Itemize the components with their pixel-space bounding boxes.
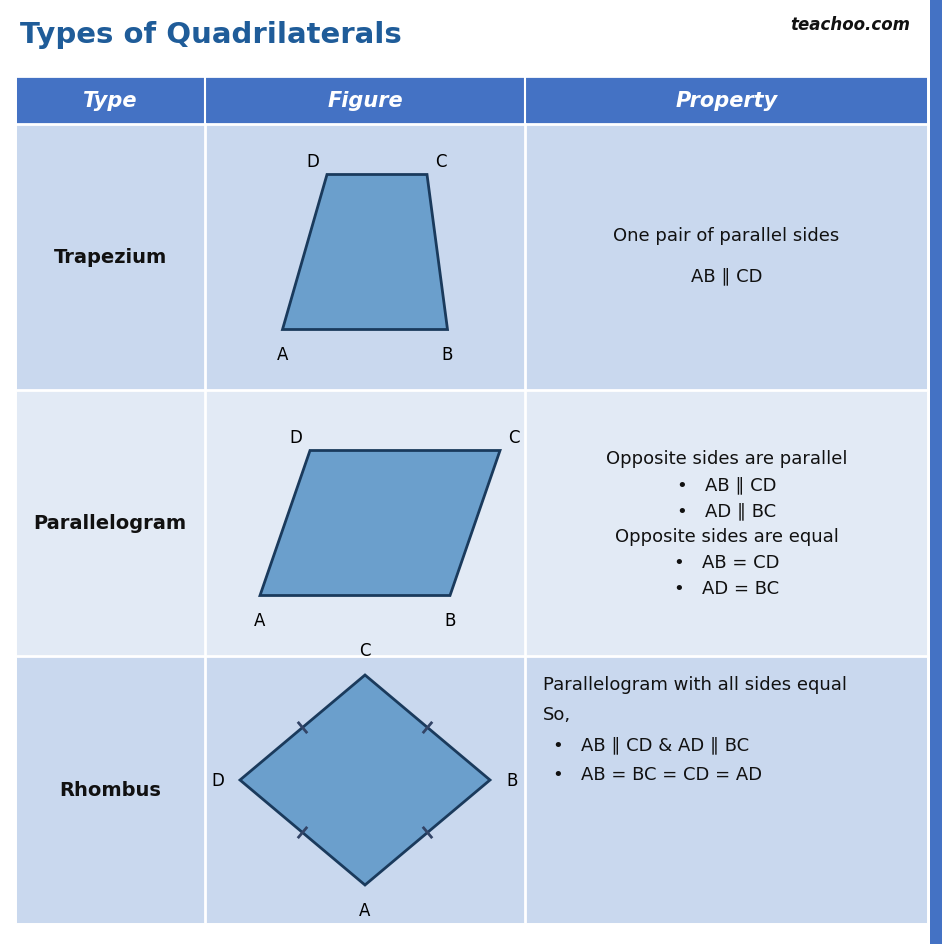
Text: Types of Quadrilaterals: Types of Quadrilaterals xyxy=(20,21,401,49)
Text: D: D xyxy=(211,771,224,789)
Bar xyxy=(15,76,927,924)
Text: C: C xyxy=(434,153,446,171)
Text: Figure: Figure xyxy=(327,91,402,110)
Text: A: A xyxy=(359,901,370,919)
Text: B: B xyxy=(442,346,453,364)
Bar xyxy=(15,125,927,391)
Text: teachoo.com: teachoo.com xyxy=(789,16,909,34)
Text: A: A xyxy=(254,612,265,630)
Text: B: B xyxy=(505,771,516,789)
Text: D: D xyxy=(306,153,319,171)
Text: Opposite sides are equal: Opposite sides are equal xyxy=(614,528,837,546)
Text: C: C xyxy=(508,429,519,447)
Text: Rhombus: Rhombus xyxy=(59,781,160,800)
Bar xyxy=(15,391,927,656)
Text: •   AB = CD: • AB = CD xyxy=(673,553,779,571)
Text: Opposite sides are parallel: Opposite sides are parallel xyxy=(605,449,847,467)
Text: One pair of parallel sides: One pair of parallel sides xyxy=(613,227,838,244)
Text: •   AB ∥ CD: • AB ∥ CD xyxy=(676,476,775,494)
Polygon shape xyxy=(240,675,490,885)
Text: •   AD ∥ BC: • AD ∥ BC xyxy=(676,501,775,519)
Text: So,: So, xyxy=(543,705,570,723)
Text: Parallelogram with all sides equal: Parallelogram with all sides equal xyxy=(543,675,846,693)
Text: •   AB ∥ CD & AD ∥ BC: • AB ∥ CD & AD ∥ BC xyxy=(552,735,749,753)
Text: Property: Property xyxy=(675,91,777,110)
Text: •   AB = BC = CD = AD: • AB = BC = CD = AD xyxy=(552,766,761,784)
Text: D: D xyxy=(289,429,302,447)
Polygon shape xyxy=(282,176,447,330)
Bar xyxy=(929,0,941,944)
Bar xyxy=(15,76,927,125)
Text: A: A xyxy=(277,346,288,364)
Text: Parallelogram: Parallelogram xyxy=(33,514,186,533)
Polygon shape xyxy=(260,451,499,596)
Text: •   AD = BC: • AD = BC xyxy=(673,580,778,598)
Bar xyxy=(15,656,927,924)
Text: AB ∥ CD: AB ∥ CD xyxy=(690,267,762,285)
Text: C: C xyxy=(359,641,370,659)
Text: Type: Type xyxy=(83,91,137,110)
Text: B: B xyxy=(444,612,455,630)
Text: Trapezium: Trapezium xyxy=(53,248,166,267)
